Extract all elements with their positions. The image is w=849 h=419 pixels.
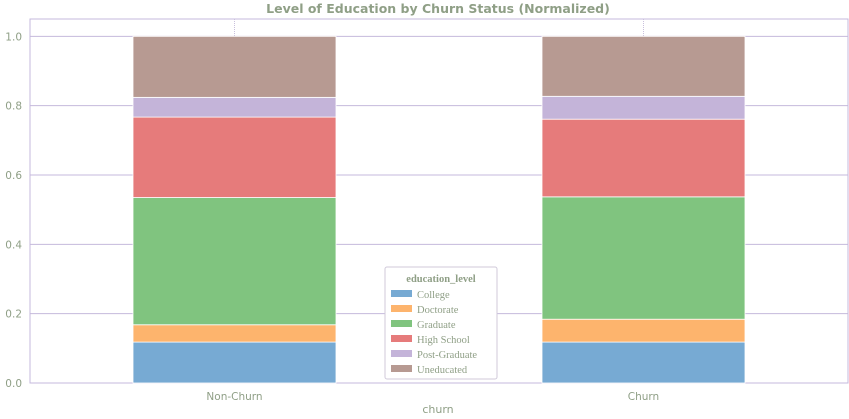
legend-items: College Doctorate Graduate High School Post-… (391, 290, 477, 376)
bar-segment (132, 324, 337, 343)
legend-box (384, 266, 498, 380)
legend-title: education_level (406, 274, 475, 285)
y-tick-label: 0.4 (5, 239, 22, 251)
bar-segment (541, 341, 746, 384)
y-tick-label: 0.2 (5, 309, 22, 321)
legend-label: College (417, 290, 450, 301)
legend-swatch (391, 320, 412, 327)
y-axis: 0.0 0.2 0.4 0.6 0.8 1.0 (5, 31, 22, 390)
bar-segment (132, 35, 337, 98)
legend-label: Post-Graduate (417, 350, 477, 361)
bar-segment (541, 95, 746, 120)
x-tick-label: Churn (628, 391, 659, 403)
bars (132, 35, 746, 384)
y-tick-label: 0.8 (5, 101, 22, 113)
bar-segment (132, 341, 337, 384)
bar-segment (132, 96, 337, 118)
bar-segment (541, 118, 746, 198)
y-tick-label: 1.0 (5, 31, 22, 43)
legend-swatch (391, 350, 412, 357)
bar-segment (541, 35, 746, 97)
y-tick-label: 0.0 (5, 378, 22, 390)
bar-segment (541, 196, 746, 320)
x-axis-label: churn (422, 403, 453, 416)
legend-swatch (391, 335, 412, 342)
bar-segment (132, 197, 337, 326)
legend-label: Graduate (417, 320, 456, 331)
y-tick-label: 0.6 (5, 170, 22, 182)
x-axis: Non-Churn Churn (206, 391, 659, 403)
x-tick-label: Non-Churn (206, 391, 262, 403)
legend-label: Doctorate (417, 305, 459, 316)
legend-swatch (391, 365, 412, 372)
legend-label: Uneducated (417, 365, 468, 376)
legend-swatch (391, 290, 412, 297)
legend: education_level College Doctorate Graduate… (384, 266, 498, 380)
bar-segment (132, 116, 337, 198)
chart-title: Level of Education by Churn Status (Norm… (266, 1, 610, 16)
legend-swatch (391, 305, 412, 312)
bar-segment (541, 318, 746, 343)
legend-label: High School (417, 335, 470, 346)
